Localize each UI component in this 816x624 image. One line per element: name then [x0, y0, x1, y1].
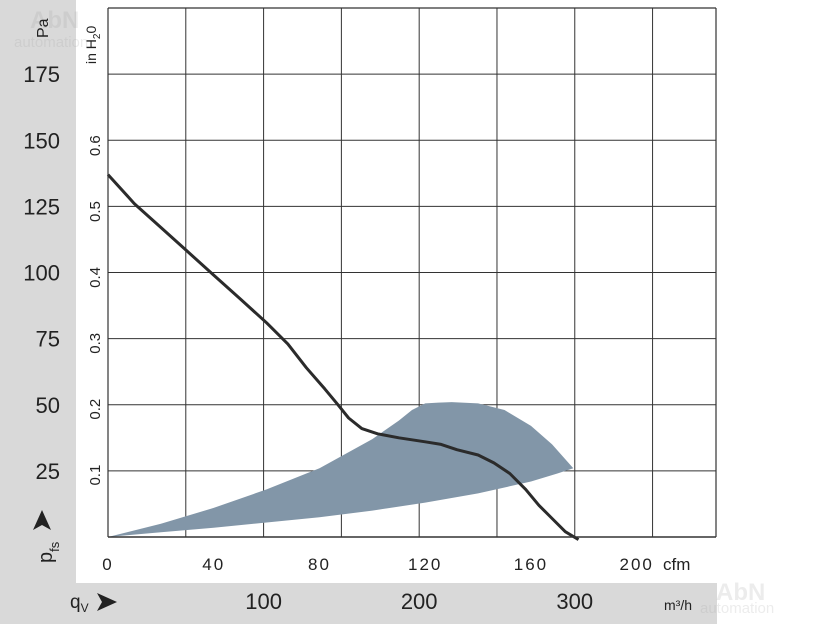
- x-tick-label: 160: [514, 555, 548, 574]
- x2-symbol-sub: V: [81, 601, 89, 615]
- y-symbol-main: p: [35, 552, 57, 563]
- y2-tick-label: 0.4: [87, 267, 104, 288]
- y2-tick-label: 0.3: [87, 333, 104, 354]
- watermark-subtext-top: automation: [14, 34, 88, 51]
- watermark-subtext-bottom: automation: [700, 600, 774, 617]
- x2-tick-label: 300: [556, 589, 593, 614]
- bottom-axis-panel: [0, 583, 717, 624]
- y2-tick-label: 0.1: [87, 465, 104, 486]
- x-tick-label: 120: [408, 555, 442, 574]
- watermark-text-bottom: AbN: [716, 579, 765, 606]
- y2-tick-label: 0.2: [87, 399, 104, 420]
- y-tick-label: 150: [23, 128, 60, 153]
- y-axis-symbol: pfs: [35, 541, 62, 563]
- x-tick-label: 200: [620, 555, 654, 574]
- y-symbol-sub: fs: [47, 541, 62, 552]
- y2-axis-unit-label: in H20: [83, 26, 103, 64]
- watermark-logo: AbN automation AbN automation: [14, 7, 774, 617]
- x2-tick-label: 200: [401, 589, 438, 614]
- y2-unit-main: in H: [83, 39, 99, 64]
- x-axis-unit-label: cfm: [663, 555, 690, 574]
- watermark-text-top: AbN: [30, 7, 79, 34]
- x-tick-label: 0: [102, 555, 113, 574]
- y-tick-label: 25: [36, 459, 60, 484]
- series-line: [106, 173, 580, 541]
- y2-tick-label: 0.6: [87, 135, 104, 156]
- plot-frame: [107, 7, 717, 538]
- left-axis-panel: [0, 0, 76, 583]
- operating-region-area: [108, 402, 574, 537]
- y2-unit-tail: 0: [83, 26, 99, 34]
- y-tick-label: 75: [36, 327, 60, 352]
- x2-axis-unit-label: m³/h: [664, 597, 692, 613]
- y-tick-label: 125: [23, 194, 60, 219]
- x2-symbol-main: q: [70, 592, 81, 613]
- y-tick-label: 50: [36, 393, 60, 418]
- axis-labels: 25 50 75 100 125 150 175 0 40 80 120 160 200 100 200 30…: [23, 62, 654, 614]
- x2-tick-label: 100: [245, 589, 282, 614]
- y2-tick-label: 0.5: [87, 201, 104, 222]
- series-layer: [106, 173, 580, 541]
- x-tick-label: 80: [308, 555, 331, 574]
- y-axis-arrow-icon: [33, 510, 51, 530]
- y-tick-label: 175: [23, 62, 60, 87]
- y-axis-unit-label: Pa: [35, 18, 52, 38]
- x2-axis-arrow-icon: [97, 593, 117, 611]
- y2-unit-sub: 2: [92, 33, 103, 39]
- x2-axis-symbol: qV: [70, 592, 89, 615]
- x-tick-label: 40: [202, 555, 225, 574]
- operating-region: [108, 402, 574, 537]
- y-tick-label: 100: [23, 261, 60, 286]
